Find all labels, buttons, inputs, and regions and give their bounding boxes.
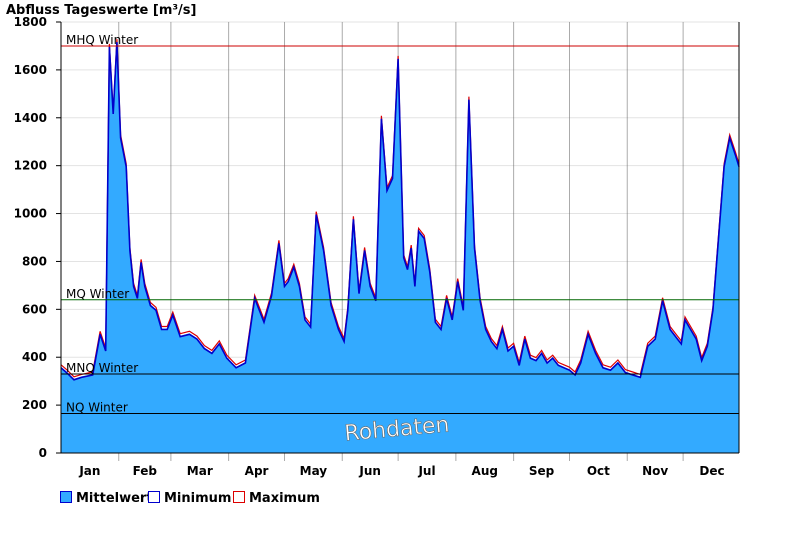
x-tick-label-jan: Jan <box>78 464 100 478</box>
legend-item-mittelwert: Mittelwert <box>60 491 153 506</box>
x-tick-label-nov: Nov <box>642 464 668 478</box>
axes <box>60 22 740 454</box>
x-axis-ticks: Jan Feb Mar Apr May Jun Jul Aug Sep Oct Nov Dec <box>78 464 724 478</box>
x-tick-label-jul: Jul <box>417 464 435 478</box>
y-tick-label-6: 1200 <box>14 159 47 173</box>
x-tick-label-feb: Feb <box>133 464 158 478</box>
data-area <box>60 39 740 453</box>
y-axis-ticks: 0 200 400 600 800 1000 1200 1400 1600 1800 <box>14 15 61 460</box>
y-tick-label-5: 1000 <box>14 207 47 221</box>
y-tick-label-1: 200 <box>22 398 47 412</box>
x-tick-label-oct: Oct <box>587 464 610 478</box>
legend: Mittelwert Minimum Maximum <box>60 491 320 506</box>
legend-swatch-1 <box>148 491 160 503</box>
series-minimum-line <box>60 42 740 381</box>
reference-label-0: MHQ Winter <box>66 33 138 47</box>
series-mittelwert-area <box>61 41 739 453</box>
y-tick-label-3: 600 <box>22 302 47 316</box>
x-tick-label-dec: Dec <box>699 464 724 478</box>
reference-label-1: MQ Winter <box>66 287 129 301</box>
legend-label-1: Minimum <box>164 491 231 506</box>
legend-label-0: Mittelwert <box>76 491 153 506</box>
legend-item-minimum: Minimum <box>148 491 231 506</box>
chart-title: Abfluss Tageswerte [m³/s] <box>6 3 197 18</box>
legend-item-maximum: Maximum <box>233 491 320 506</box>
y-tick-label-2: 400 <box>22 350 47 364</box>
reference-lines: MHQ Winter MQ Winter MNQ Winter NQ Winter <box>61 33 739 414</box>
reference-label-3: NQ Winter <box>66 400 128 414</box>
y-tick-label-4: 800 <box>22 254 47 268</box>
legend-swatch-2 <box>233 491 245 503</box>
legend-swatch-0 <box>60 491 72 503</box>
y-tick-label-7: 1400 <box>14 111 47 125</box>
x-tick-label-jun: Jun <box>358 464 381 478</box>
x-tick-label-aug: Aug <box>472 464 498 478</box>
y-tick-label-8: 1600 <box>14 63 47 77</box>
x-tick-label-mar: Mar <box>187 464 213 478</box>
x-tick-label-sep: Sep <box>529 464 555 478</box>
y-tick-label-9: 1800 <box>14 15 47 29</box>
y-tick-label-0: 0 <box>39 446 47 460</box>
x-tick-label-may: May <box>300 464 328 478</box>
reference-label-2: MNQ Winter <box>66 361 138 375</box>
legend-label-2: Maximum <box>249 491 320 506</box>
x-tick-label-apr: Apr <box>245 464 269 478</box>
